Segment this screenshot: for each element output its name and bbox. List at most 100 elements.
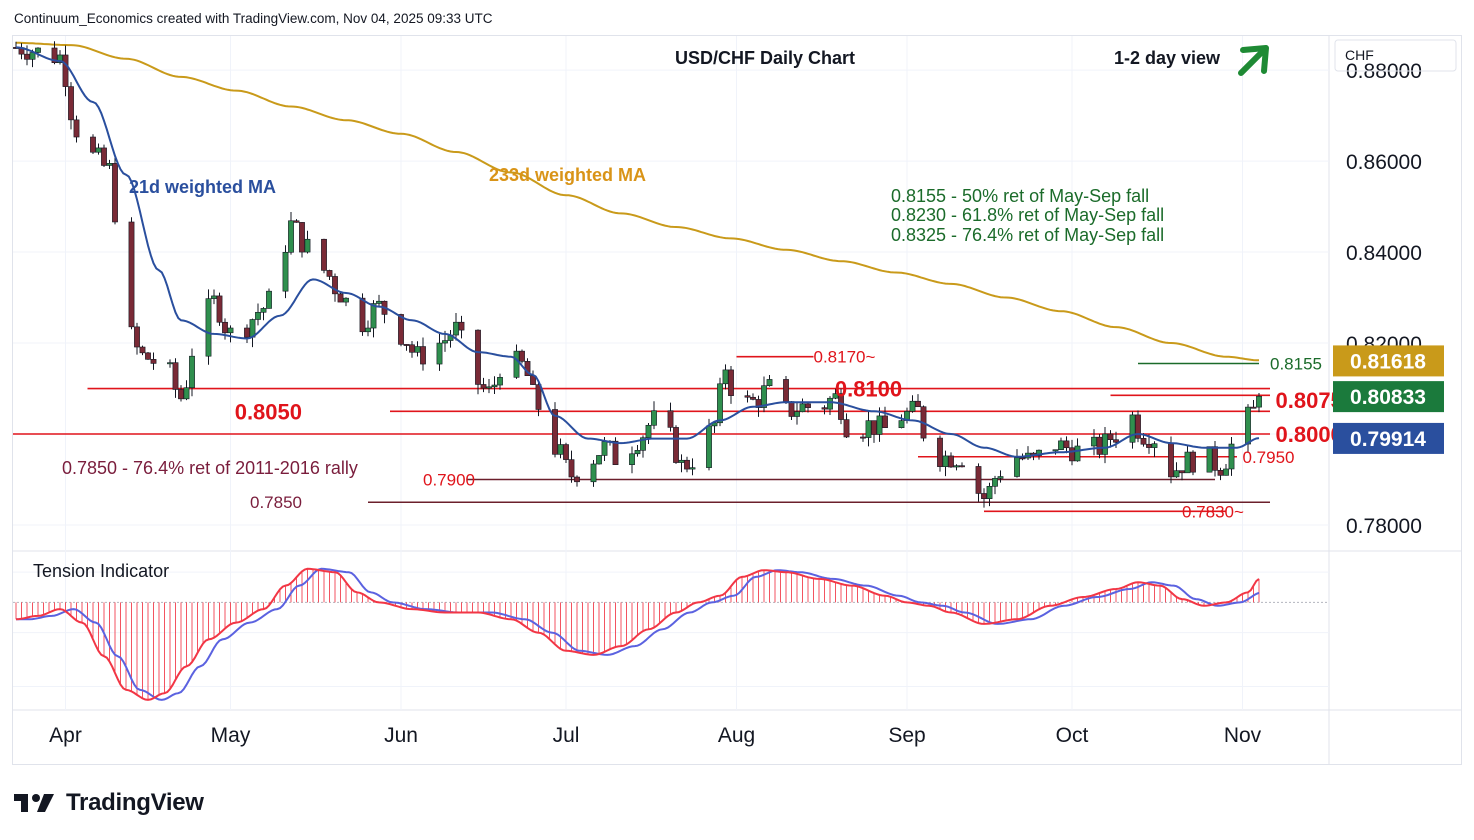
candle-body (1228, 443, 1235, 470)
candle-body (376, 300, 382, 304)
candle-body (535, 384, 542, 410)
candle-body (1217, 470, 1224, 476)
candle-body (266, 290, 272, 309)
candle-body (986, 486, 993, 499)
level-label: 0.8075 (1276, 388, 1343, 413)
candle-body (805, 403, 811, 408)
candle-body (299, 222, 305, 253)
price-badge (1333, 422, 1444, 454)
tension-indicator-pane (13, 567, 1329, 701)
candle-body (1074, 445, 1081, 462)
candle-body (398, 314, 404, 345)
candle-body (1146, 443, 1152, 448)
candle-body (1151, 443, 1158, 448)
y-axis-ticks: 0.880000.860000.840000.820000.800000.780… (1346, 60, 1422, 538)
currency-label-box[interactable] (1334, 39, 1457, 72)
candle-body (574, 476, 580, 483)
candle-body (513, 350, 520, 378)
fib-line-1: 0.8155 - 50% ret of May-Sep fall (891, 186, 1149, 206)
y-tick-label: 0.88000 (1346, 60, 1422, 83)
chart-frame (12, 35, 1462, 765)
candle-body (552, 409, 558, 455)
candle-body (167, 362, 173, 365)
level-label: 0.8170~ (814, 348, 876, 367)
candle-body (1168, 443, 1174, 478)
x-tick-label: Oct (1056, 724, 1089, 747)
candle-body (403, 344, 410, 346)
candle-body (761, 385, 767, 408)
candle-body (216, 295, 223, 323)
candle-body (370, 303, 377, 329)
candle-body (442, 340, 448, 344)
candle-body (128, 221, 135, 328)
candle-body (843, 419, 850, 438)
tradingview-logo[interactable]: TradingView (14, 788, 204, 818)
tension-line (15, 567, 1260, 701)
x-tick-label: Apr (49, 724, 82, 747)
candle-body (717, 383, 723, 424)
candle-body (948, 455, 954, 468)
price-badge (1333, 381, 1444, 413)
candlestick-series (13, 41, 1262, 508)
candle-body (1140, 438, 1147, 445)
y-tick-label: 0.78000 (1346, 515, 1422, 538)
candle-body (629, 453, 635, 465)
candle-body (189, 355, 195, 388)
candle-body (1102, 433, 1108, 455)
candle-body (337, 293, 344, 303)
candle-body (678, 459, 685, 463)
candle-body (1052, 449, 1059, 452)
candle-body (915, 400, 921, 408)
candle-body (645, 424, 652, 439)
candle-body (590, 463, 597, 483)
candle-body (1091, 436, 1097, 447)
x-axis-ticks: Apr May Jun Jul Aug Sep Oct Nov (49, 724, 1262, 747)
candle-body (183, 387, 190, 400)
candle-body (909, 400, 916, 412)
support-resistance-levels (13, 355, 1270, 513)
candle-body (304, 238, 311, 253)
currency-label: CHF (1345, 47, 1374, 63)
level-label: 0.8000 (1276, 422, 1343, 447)
candle-body (288, 220, 294, 253)
chart-title: USD/CHF Daily Chart (675, 48, 855, 68)
candle-body (112, 163, 118, 223)
candle-body (1129, 414, 1136, 443)
candle-body (794, 411, 800, 417)
wma21-series (15, 46, 1260, 458)
candle-body (1173, 470, 1180, 478)
candle-body (1069, 447, 1075, 462)
fib-line-2: 0.8230 - 61.8% ret of May-Sep fall (891, 205, 1164, 225)
candle-body (244, 327, 250, 338)
candle-body (722, 369, 729, 385)
candle-body (744, 395, 751, 398)
candle-body (1245, 406, 1251, 445)
view-label: 1-2 day view (1114, 48, 1221, 68)
candle-body (343, 297, 349, 303)
price-badge-label: 0.79914 (1350, 428, 1426, 451)
fib-line-3: 0.8325 - 76.4% ret of May-Sep fall (891, 225, 1164, 245)
candle-body (453, 321, 459, 336)
candle-body (684, 459, 690, 470)
candle-body (332, 276, 338, 295)
candle-body (788, 401, 795, 417)
candle-body (876, 415, 883, 435)
price-badge (1333, 345, 1444, 377)
candle-body (486, 386, 492, 389)
candle-body (634, 450, 641, 455)
tradingview-wordmark: TradingView (66, 789, 204, 816)
candle-body (821, 407, 828, 410)
candle-body (596, 455, 602, 465)
candle-body (871, 420, 877, 435)
candle-body (436, 342, 443, 365)
candle-body (414, 346, 421, 353)
candle-body (838, 393, 844, 420)
candle-body (178, 389, 184, 400)
level-label: 0.8050 (235, 399, 302, 424)
level-label: 0.8100 (835, 377, 902, 402)
candle-body (1212, 446, 1218, 471)
x-tick-label: May (211, 724, 251, 747)
candle-body (1113, 439, 1119, 443)
level-label: 0.8155 (1270, 355, 1322, 374)
